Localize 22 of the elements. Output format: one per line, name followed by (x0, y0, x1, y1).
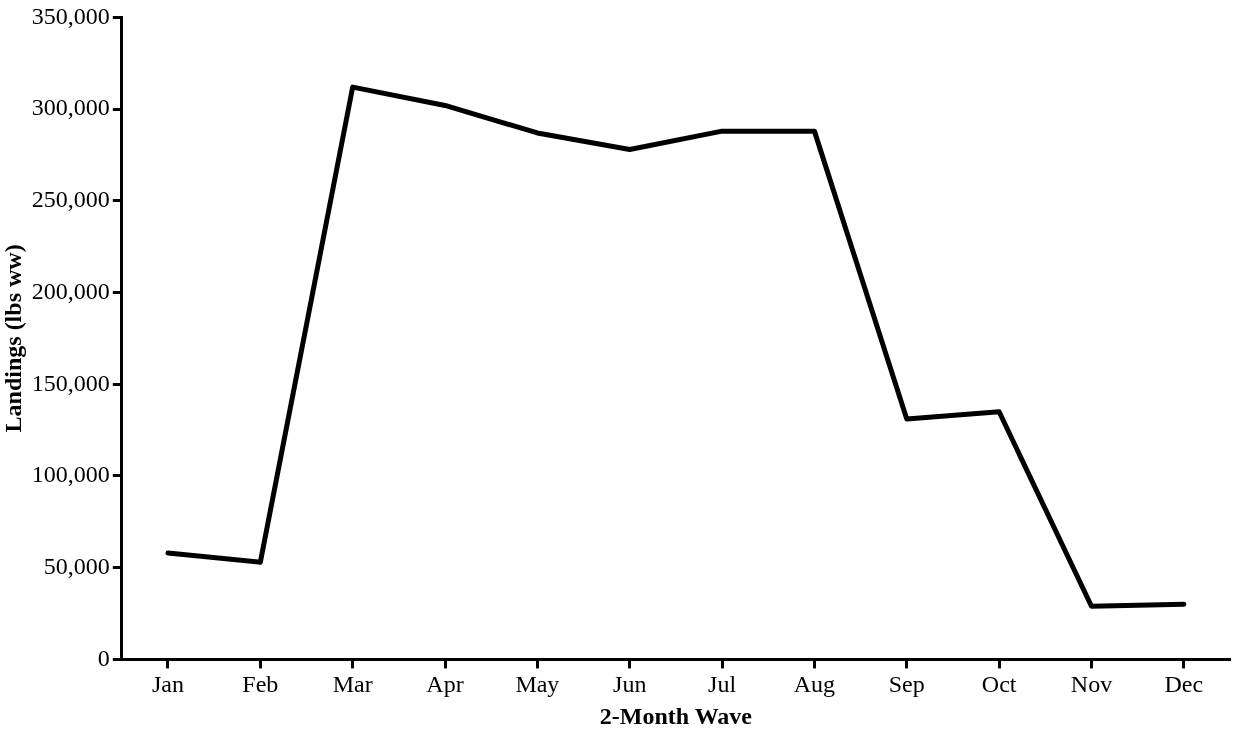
y-tick-label: 0 (97, 644, 110, 671)
x-tick-label: May (515, 671, 560, 698)
y-axis-title: Landings (lbs ww) (0, 244, 26, 433)
x-tick-label: Sep (888, 671, 925, 698)
x-tick-label: Mar (332, 671, 373, 698)
x-tick-label: Jul (708, 671, 737, 698)
x-tick-label: Apr (426, 671, 464, 698)
x-tick-label: Jan (151, 671, 184, 698)
y-tick-label: 350,000 (31, 2, 110, 29)
x-axis-title: 2-Month Wave (599, 702, 753, 729)
x-tick-label: Nov (1070, 671, 1113, 698)
y-tick-label: 50,000 (43, 552, 110, 579)
y-tick-label: 200,000 (31, 277, 110, 304)
x-tick-label: Dec (1164, 671, 1204, 698)
y-tick-label: 100,000 (31, 461, 110, 488)
y-tick-label: 300,000 (31, 94, 110, 121)
x-tick-label: Oct (981, 671, 1017, 698)
y-tick-label: 150,000 (31, 369, 110, 396)
y-tick-label: 250,000 (31, 186, 110, 213)
x-tick-label: Feb (242, 671, 279, 698)
x-tick-label: Aug (793, 671, 836, 698)
x-tick-label: Jun (613, 671, 647, 698)
